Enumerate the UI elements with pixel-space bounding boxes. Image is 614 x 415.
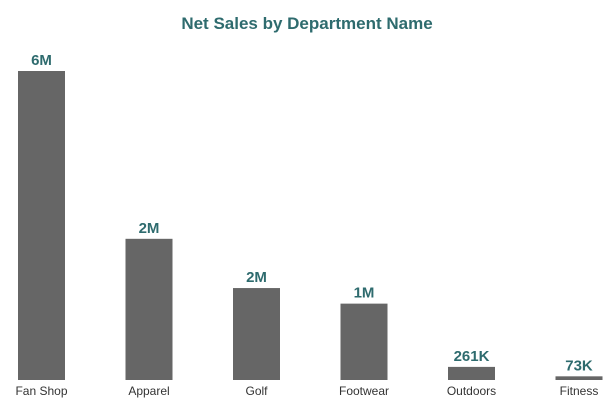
bar-fitness[interactable] [555, 376, 603, 380]
data-label-outdoors: 261K [454, 348, 490, 365]
category-label-golf: Golf [245, 384, 268, 398]
bar-outdoors[interactable] [448, 366, 495, 380]
category-label-fan-shop: Fan Shop [15, 384, 67, 398]
bar-footwear[interactable] [340, 303, 388, 380]
data-label-apparel: 2M [139, 220, 160, 237]
chart-title: Net Sales by Department Name [181, 14, 433, 33]
bar-fan-shop[interactable] [18, 71, 65, 380]
category-label-apparel: Apparel [128, 384, 169, 398]
bar-golf[interactable] [233, 288, 280, 380]
data-label-golf: 2M [246, 269, 267, 286]
category-label-fitness: Fitness [560, 384, 599, 398]
bar-apparel[interactable] [125, 238, 173, 380]
data-label-footwear: 1M [354, 285, 375, 302]
category-label-outdoors: Outdoors [447, 384, 496, 398]
category-label-footwear: Footwear [339, 384, 389, 398]
data-label-fan-shop: 6M [31, 52, 52, 69]
data-label-fitness: 73K [565, 357, 593, 374]
